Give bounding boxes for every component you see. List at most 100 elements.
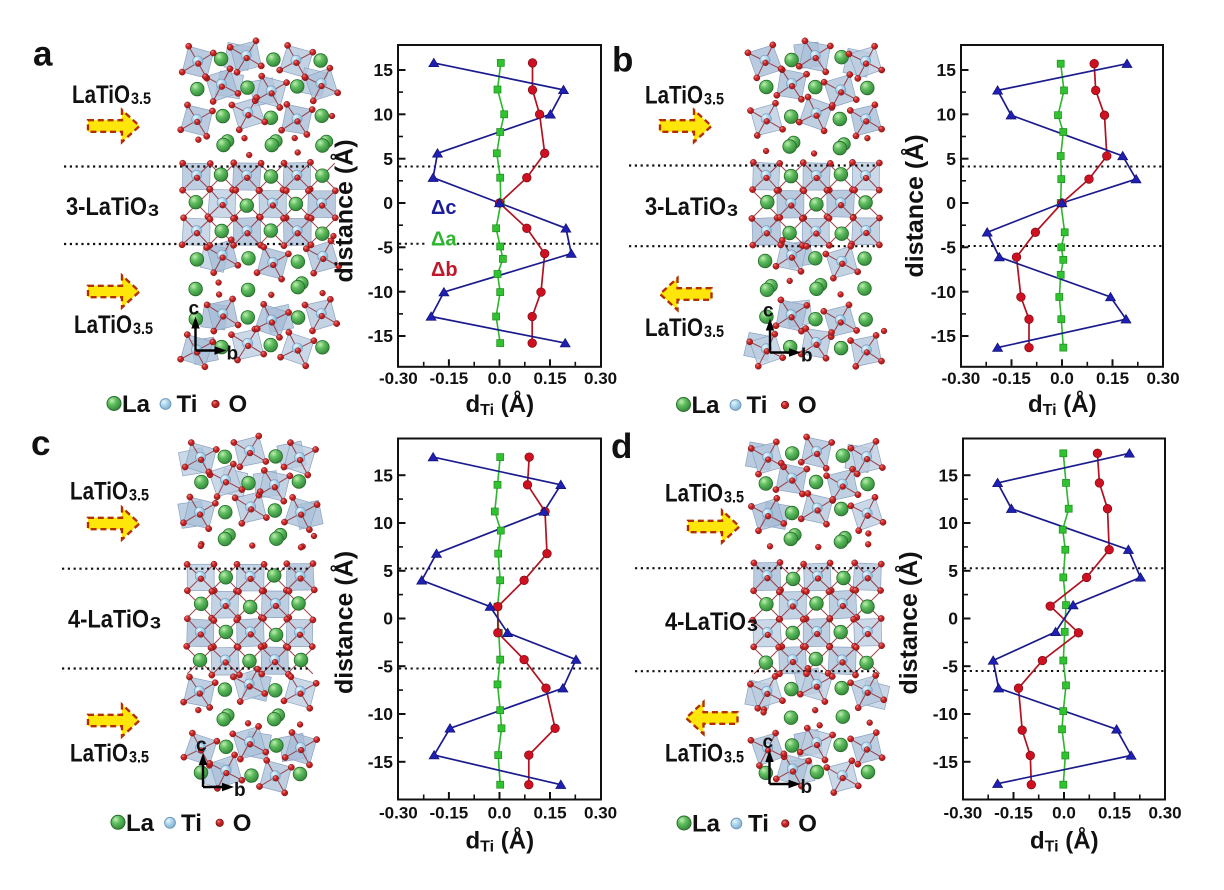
- svg-text:LaTiO: LaTiO: [665, 480, 723, 508]
- svg-text:Ti: Ti: [181, 810, 202, 837]
- svg-text:15: 15: [937, 60, 957, 80]
- svg-text:b: b: [227, 344, 239, 365]
- svg-text:3: 3: [747, 616, 758, 635]
- svg-text:-10: -10: [933, 704, 959, 724]
- svg-text:-0.15: -0.15: [992, 369, 1031, 388]
- svg-text:distance (Å): distance (Å): [330, 551, 359, 694]
- svg-text:0.15: 0.15: [533, 369, 566, 388]
- svg-text:b: b: [801, 346, 813, 367]
- svg-text:0.0: 0.0: [1050, 369, 1074, 388]
- svg-text:c: c: [763, 732, 774, 753]
- svg-text:0: 0: [948, 609, 958, 629]
- svg-text:0: 0: [383, 609, 393, 629]
- svg-text:distance (Å): distance (Å): [330, 139, 359, 282]
- svg-text:10: 10: [939, 513, 959, 533]
- svg-text:La: La: [692, 811, 721, 838]
- svg-text:LaTiO: LaTiO: [70, 740, 128, 768]
- svg-text:3.5: 3.5: [704, 322, 724, 341]
- svg-text:3-LaTiO: 3-LaTiO: [66, 193, 147, 221]
- svg-text:LaTiO: LaTiO: [645, 82, 703, 110]
- svg-text:La: La: [126, 810, 155, 837]
- svg-text:Ti: Ti: [747, 392, 768, 419]
- svg-text:LaTiO: LaTiO: [72, 81, 130, 109]
- svg-text:c: c: [763, 301, 774, 322]
- svg-text:Ti: Ti: [748, 811, 769, 838]
- svg-text:15: 15: [374, 60, 394, 80]
- svg-text:O: O: [233, 810, 252, 837]
- svg-text:3: 3: [148, 201, 159, 220]
- svg-text:-15: -15: [368, 326, 394, 346]
- svg-text:-0.30: -0.30: [379, 369, 418, 388]
- svg-text:b: b: [801, 777, 813, 798]
- svg-text:La: La: [122, 391, 151, 418]
- svg-text:dTi (Å): dTi (Å): [1028, 390, 1097, 419]
- svg-text:c: c: [31, 424, 50, 463]
- svg-text:LaTiO: LaTiO: [665, 740, 723, 768]
- svg-text:4-LaTiO: 4-LaTiO: [68, 606, 149, 634]
- svg-text:0.15: 0.15: [1096, 369, 1129, 388]
- svg-text:3-LaTiO: 3-LaTiO: [645, 193, 726, 221]
- svg-text:Ti: Ti: [177, 391, 198, 418]
- svg-text:b: b: [612, 41, 633, 80]
- svg-text:0.15: 0.15: [533, 804, 566, 823]
- svg-text:LaTiO: LaTiO: [74, 311, 132, 339]
- svg-text:-10: -10: [368, 282, 394, 302]
- svg-text:10: 10: [937, 105, 957, 125]
- svg-text:3.5: 3.5: [131, 89, 151, 108]
- svg-text:-0.15: -0.15: [430, 804, 469, 823]
- svg-text:-5: -5: [377, 238, 393, 258]
- svg-text:La: La: [692, 392, 721, 419]
- svg-text:3.5: 3.5: [129, 748, 149, 767]
- svg-text:-10: -10: [931, 282, 957, 302]
- svg-text:-10: -10: [368, 704, 394, 724]
- svg-text:-0.15: -0.15: [994, 804, 1033, 823]
- svg-text:3.5: 3.5: [129, 486, 149, 505]
- svg-text:0.0: 0.0: [488, 369, 512, 388]
- svg-text:0.30: 0.30: [584, 369, 617, 388]
- svg-text:O: O: [798, 811, 817, 838]
- svg-text:-0.30: -0.30: [944, 804, 983, 823]
- svg-text:distance (Å): distance (Å): [894, 551, 923, 694]
- svg-text:3.5: 3.5: [724, 748, 744, 767]
- svg-text:-0.30: -0.30: [942, 369, 981, 388]
- svg-text:a: a: [33, 35, 53, 74]
- svg-text:4-LaTiO: 4-LaTiO: [665, 608, 746, 636]
- svg-text:LaTiO: LaTiO: [645, 314, 703, 342]
- svg-text:3.5: 3.5: [133, 319, 153, 338]
- svg-text:0.0: 0.0: [1052, 804, 1076, 823]
- svg-text:b: b: [234, 780, 246, 801]
- svg-text:0: 0: [946, 193, 956, 213]
- svg-text:0.30: 0.30: [1149, 804, 1182, 823]
- svg-text:5: 5: [383, 149, 393, 169]
- svg-text:5: 5: [948, 561, 958, 581]
- svg-text:0.30: 0.30: [1147, 369, 1180, 388]
- svg-text:3.5: 3.5: [704, 90, 724, 109]
- svg-text:3: 3: [727, 201, 738, 220]
- svg-text:-5: -5: [940, 238, 956, 258]
- svg-text:-0.15: -0.15: [430, 369, 469, 388]
- svg-text:3.5: 3.5: [724, 488, 744, 507]
- svg-text:dTi (Å): dTi (Å): [1030, 827, 1099, 856]
- svg-text:O: O: [229, 391, 248, 418]
- svg-text:-5: -5: [377, 657, 393, 677]
- svg-text:15: 15: [939, 465, 959, 485]
- svg-text:5: 5: [383, 561, 393, 581]
- svg-text:15: 15: [374, 465, 394, 485]
- svg-text:Δb: Δb: [431, 259, 458, 281]
- svg-text:d: d: [611, 427, 632, 466]
- svg-text:c: c: [196, 735, 207, 756]
- svg-text:0.0: 0.0: [488, 804, 512, 823]
- svg-text:10: 10: [374, 513, 394, 533]
- svg-text:Δa: Δa: [431, 229, 457, 251]
- svg-text:-5: -5: [942, 657, 958, 677]
- svg-text:LaTiO: LaTiO: [70, 478, 128, 506]
- svg-text:10: 10: [374, 105, 394, 125]
- svg-text:0: 0: [383, 193, 393, 213]
- svg-text:-15: -15: [931, 326, 957, 346]
- svg-text:-15: -15: [933, 752, 959, 772]
- svg-text:-0.30: -0.30: [379, 804, 418, 823]
- svg-text:O: O: [798, 392, 817, 419]
- svg-text:5: 5: [946, 149, 956, 169]
- svg-text:0.15: 0.15: [1098, 804, 1131, 823]
- svg-text:-15: -15: [368, 752, 394, 772]
